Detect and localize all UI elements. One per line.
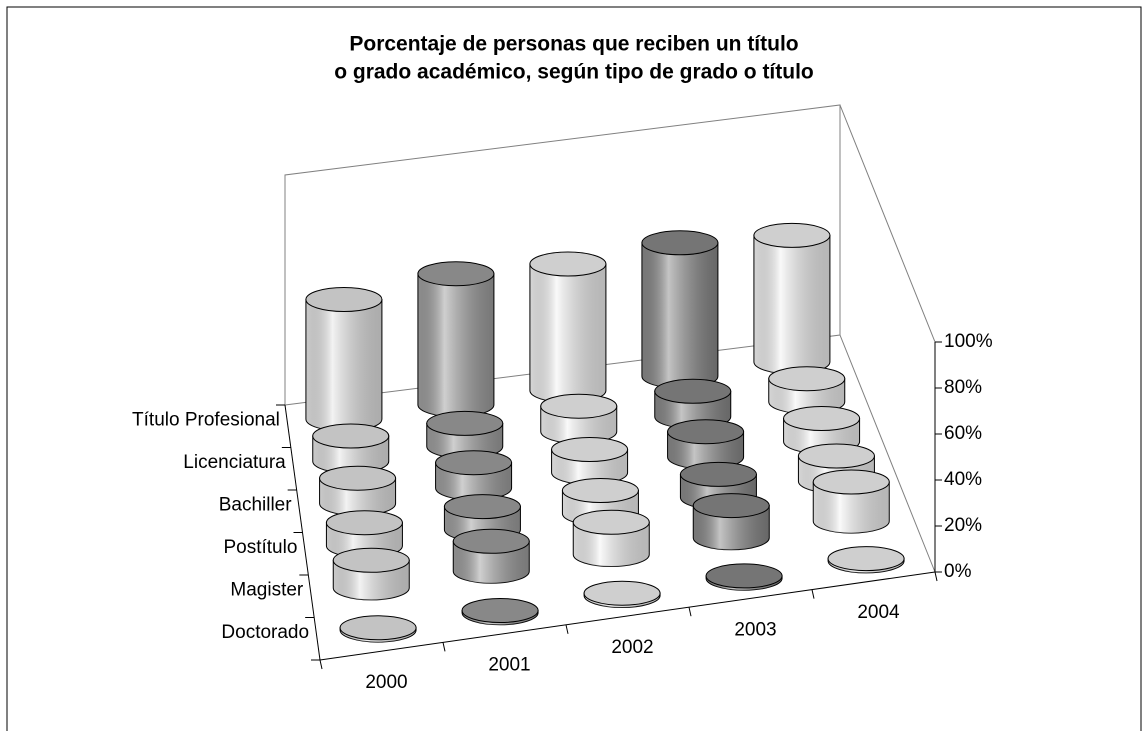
cylinder-top — [319, 465, 397, 491]
cylinder-top — [753, 222, 831, 248]
cylinder-top — [812, 469, 890, 495]
cylinder-shade — [573, 522, 650, 567]
cylinder-shade — [417, 273, 494, 417]
cylinder-top — [583, 580, 661, 606]
cylinder-top — [426, 410, 504, 436]
floor-front — [319, 571, 936, 661]
cylinder-top-shade — [417, 261, 494, 286]
cylinder-top-shade — [435, 450, 512, 475]
cylinder-top — [312, 423, 390, 449]
chart-title: o grado académico, según tipo de grado o… — [334, 61, 814, 84]
cylinder-top-shade — [828, 546, 905, 571]
cylinder-top-shade — [333, 548, 410, 573]
series-label: Bachiller — [219, 494, 293, 515]
x-tick-label: 2000 — [365, 672, 407, 693]
cylinder-top-shade — [798, 444, 875, 468]
cylinder-top — [529, 251, 607, 277]
cylinder-top — [768, 366, 846, 392]
y-tick-label: 40% — [944, 469, 982, 490]
cylinder-top-shade — [768, 366, 845, 391]
series-label: Título Profesional — [132, 409, 280, 430]
cylinder-top — [667, 419, 745, 445]
y-tick-label: 0% — [944, 561, 972, 582]
cylinder-top-shade — [667, 419, 744, 444]
x-tick — [319, 659, 323, 670]
series-label: Licenciatura — [183, 452, 286, 473]
x-tick-label: 2002 — [611, 637, 653, 658]
cylinder-top-shade — [783, 406, 860, 431]
cylinder-top — [705, 563, 783, 589]
cylinder-top-shade — [680, 462, 757, 487]
cylinder-top — [783, 406, 861, 431]
cylinder-top — [561, 478, 639, 503]
cylinder-top — [827, 546, 905, 572]
cylinder-top — [332, 547, 410, 573]
x-tick — [688, 607, 692, 617]
x-tick — [811, 589, 815, 599]
cylinder-shade — [305, 299, 382, 432]
cylinder-top — [305, 287, 383, 312]
x-tick-label: 2003 — [734, 619, 776, 640]
cylinder-top — [417, 261, 495, 287]
cylinder-top — [461, 598, 539, 623]
y-tick-label: 60% — [944, 423, 982, 444]
y-tick-label: 80% — [944, 377, 982, 398]
cylinder-top — [540, 393, 618, 419]
cylinder-top — [641, 230, 719, 256]
cylinder-shade — [529, 264, 606, 403]
series-label: Doctorado — [221, 622, 309, 643]
cylinder-top-shade — [584, 581, 661, 606]
cylinder-top — [551, 437, 629, 462]
cylinder-shade — [753, 235, 830, 374]
cylinder-top-shade — [693, 493, 770, 518]
x-tick — [565, 624, 569, 634]
cylinder-top-shade — [654, 379, 731, 404]
cylinder-top-shade — [453, 529, 530, 554]
x-tick-label: 2004 — [857, 602, 900, 623]
x-tick-label: 2001 — [488, 655, 530, 676]
cylinder-top — [339, 615, 417, 641]
cylinder-top-shade — [326, 510, 403, 535]
y-tick-label: 100% — [944, 331, 993, 352]
cylinder-top-shade — [462, 598, 539, 623]
x-tick — [934, 571, 938, 582]
cylinder-shade — [641, 242, 718, 389]
cylinder-top-shade — [426, 411, 503, 436]
cylinder-top-shade — [319, 466, 396, 491]
cylinder-shade — [693, 505, 770, 550]
cylinder-top — [679, 461, 757, 487]
cylinder-top-shade — [340, 615, 417, 640]
series-label: Postítulo — [223, 537, 297, 558]
cylinder-top-shade — [573, 510, 650, 535]
cylinder-top-shade — [813, 470, 890, 494]
cylinder-top-shade — [540, 394, 617, 419]
cylinder-top — [435, 450, 513, 476]
cylinder-top-shade — [562, 478, 639, 503]
cylinder-top-shade — [312, 424, 389, 448]
cylinder-top-shade — [706, 563, 783, 588]
cylinder-top — [325, 510, 403, 536]
cylinder-top-shade — [551, 437, 628, 462]
cylinder-top — [443, 494, 521, 520]
cylinder-top-shade — [529, 252, 606, 276]
cylinder-top-shade — [641, 230, 718, 255]
cylinder-top — [654, 378, 732, 404]
cylinder-top — [797, 443, 875, 469]
cylinder-top — [692, 493, 770, 519]
series-label: Magister — [230, 579, 304, 600]
cylinder-top-shade — [444, 494, 521, 519]
cylinder-top — [572, 509, 650, 535]
cylinder-top-shade — [753, 223, 830, 248]
chart-frame — [6, 6, 1142, 731]
cylinder-shade — [813, 482, 890, 534]
chart-title: Porcentaje de personas que reciben un tí… — [349, 33, 798, 56]
cylinder-top-shade — [305, 287, 382, 312]
x-tick — [442, 642, 446, 652]
y-tick-label: 20% — [944, 515, 982, 536]
cylinder-top — [452, 528, 530, 554]
